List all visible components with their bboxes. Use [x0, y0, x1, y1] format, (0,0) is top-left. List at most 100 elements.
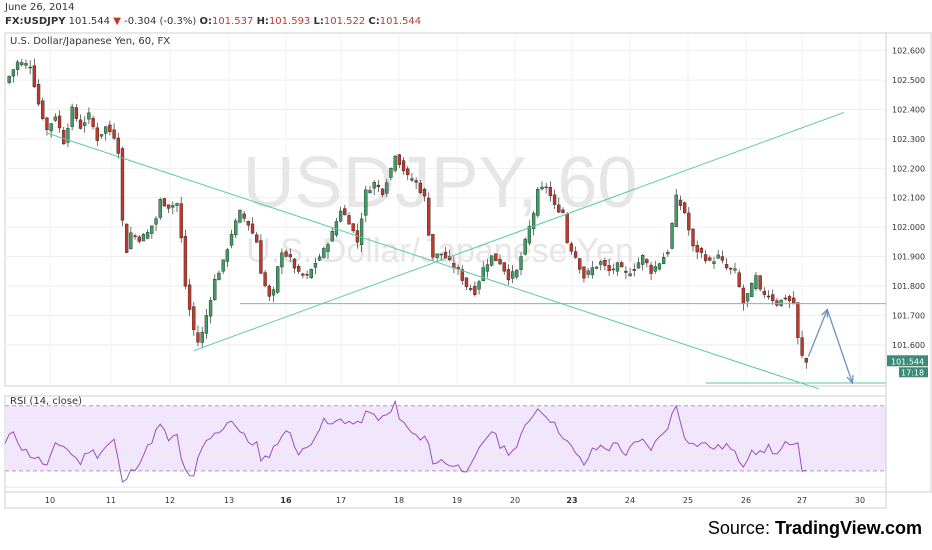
- candle: [410, 172, 414, 183]
- candle: [87, 107, 91, 124]
- candle: [368, 185, 372, 194]
- candle-body: [213, 278, 217, 300]
- price-tick-label: 102.500: [892, 76, 925, 85]
- candle-body: [804, 358, 808, 363]
- candle: [489, 255, 494, 267]
- time-tick-label: 27: [797, 496, 807, 505]
- candle: [288, 248, 292, 263]
- candle-body: [347, 215, 351, 225]
- close-value: 101.544: [379, 16, 422, 27]
- candle-body: [330, 230, 334, 242]
- candle-body: [708, 257, 712, 261]
- candle-body: [649, 264, 653, 274]
- low-value: 101.522: [323, 16, 366, 27]
- candle: [431, 234, 435, 261]
- candle-body: [523, 238, 527, 255]
- candle-body: [779, 299, 783, 306]
- candle: [99, 134, 104, 139]
- candle: [775, 297, 779, 308]
- candle: [653, 260, 657, 274]
- candle: [338, 206, 343, 223]
- candle: [32, 58, 37, 89]
- candle-body: [590, 267, 595, 276]
- candle-body: [796, 302, 800, 338]
- candle-body: [62, 130, 66, 145]
- candle-body: [95, 127, 99, 141]
- candle: [401, 157, 406, 175]
- open-label: O:: [199, 16, 213, 27]
- candle-body: [519, 256, 523, 270]
- candle: [124, 223, 129, 253]
- time-axis-bg: [4, 491, 887, 509]
- candle: [695, 240, 699, 260]
- candle: [280, 248, 284, 275]
- candle: [590, 260, 595, 279]
- candle-body: [586, 270, 590, 275]
- candle-body: [687, 212, 691, 231]
- quote-line: FX:USDJPY 101.544 ▼ -0.304 (-0.3%) O:101…: [5, 16, 421, 27]
- candle-body: [469, 288, 473, 290]
- candle: [548, 181, 553, 202]
- candle: [569, 241, 574, 255]
- candle: [691, 228, 695, 252]
- candle: [175, 202, 179, 213]
- candle-body: [204, 315, 209, 334]
- candle-body: [766, 295, 771, 298]
- candle-body: [338, 210, 343, 222]
- candle-body: [313, 262, 318, 268]
- candle-body: [380, 188, 385, 195]
- candle-body: [284, 251, 288, 257]
- time-tick-label: 11: [106, 496, 116, 505]
- candle: [804, 357, 808, 369]
- candle-body: [494, 253, 498, 261]
- candle-body: [536, 189, 540, 216]
- candle-body: [322, 248, 326, 258]
- candle-body: [695, 245, 699, 253]
- candle-body: [305, 274, 309, 276]
- candle-body: [208, 300, 213, 317]
- price-watermark-symbol: USDJPY, 60: [243, 143, 638, 223]
- source-prefix: Source:: [707, 518, 775, 538]
- candle-body: [221, 259, 225, 272]
- candle: [292, 258, 297, 274]
- candle-body: [410, 178, 414, 181]
- candle: [238, 209, 242, 224]
- candle: [435, 253, 439, 262]
- candle-body: [531, 212, 536, 229]
- candle-body: [741, 287, 746, 304]
- candle-body: [108, 124, 112, 133]
- candle: [49, 123, 53, 138]
- candle: [158, 197, 162, 221]
- candle-body: [724, 264, 729, 269]
- candle-body: [666, 252, 670, 255]
- candle: [234, 218, 238, 238]
- candle: [649, 261, 653, 281]
- price-tick-label: 102.400: [892, 105, 925, 114]
- candle: [536, 186, 540, 218]
- countdown-tag: [899, 367, 928, 378]
- candle-body: [309, 268, 313, 279]
- candle-body: [66, 128, 70, 143]
- candle: [682, 201, 687, 215]
- candle-body: [137, 236, 141, 242]
- candle: [406, 166, 410, 181]
- candle-body: [120, 148, 125, 221]
- candle: [783, 294, 787, 301]
- candle: [469, 284, 473, 292]
- time-tick-label: 24: [625, 496, 635, 505]
- candle: [145, 229, 150, 240]
- candle: [624, 266, 628, 280]
- candle: [506, 264, 511, 286]
- candle: [527, 220, 532, 246]
- candle: [523, 237, 527, 256]
- candle-body: [385, 182, 389, 194]
- candle: [540, 181, 544, 191]
- candle: [28, 60, 32, 75]
- candle-body: [632, 269, 636, 271]
- candle-body: [171, 205, 175, 208]
- change-value: -0.304 (-0.3%): [124, 16, 197, 27]
- rsi-pane: 20.000040.000060.0000: [4, 395, 925, 493]
- candle: [95, 122, 99, 146]
- candle-body: [565, 213, 569, 243]
- candle-body: [716, 254, 720, 259]
